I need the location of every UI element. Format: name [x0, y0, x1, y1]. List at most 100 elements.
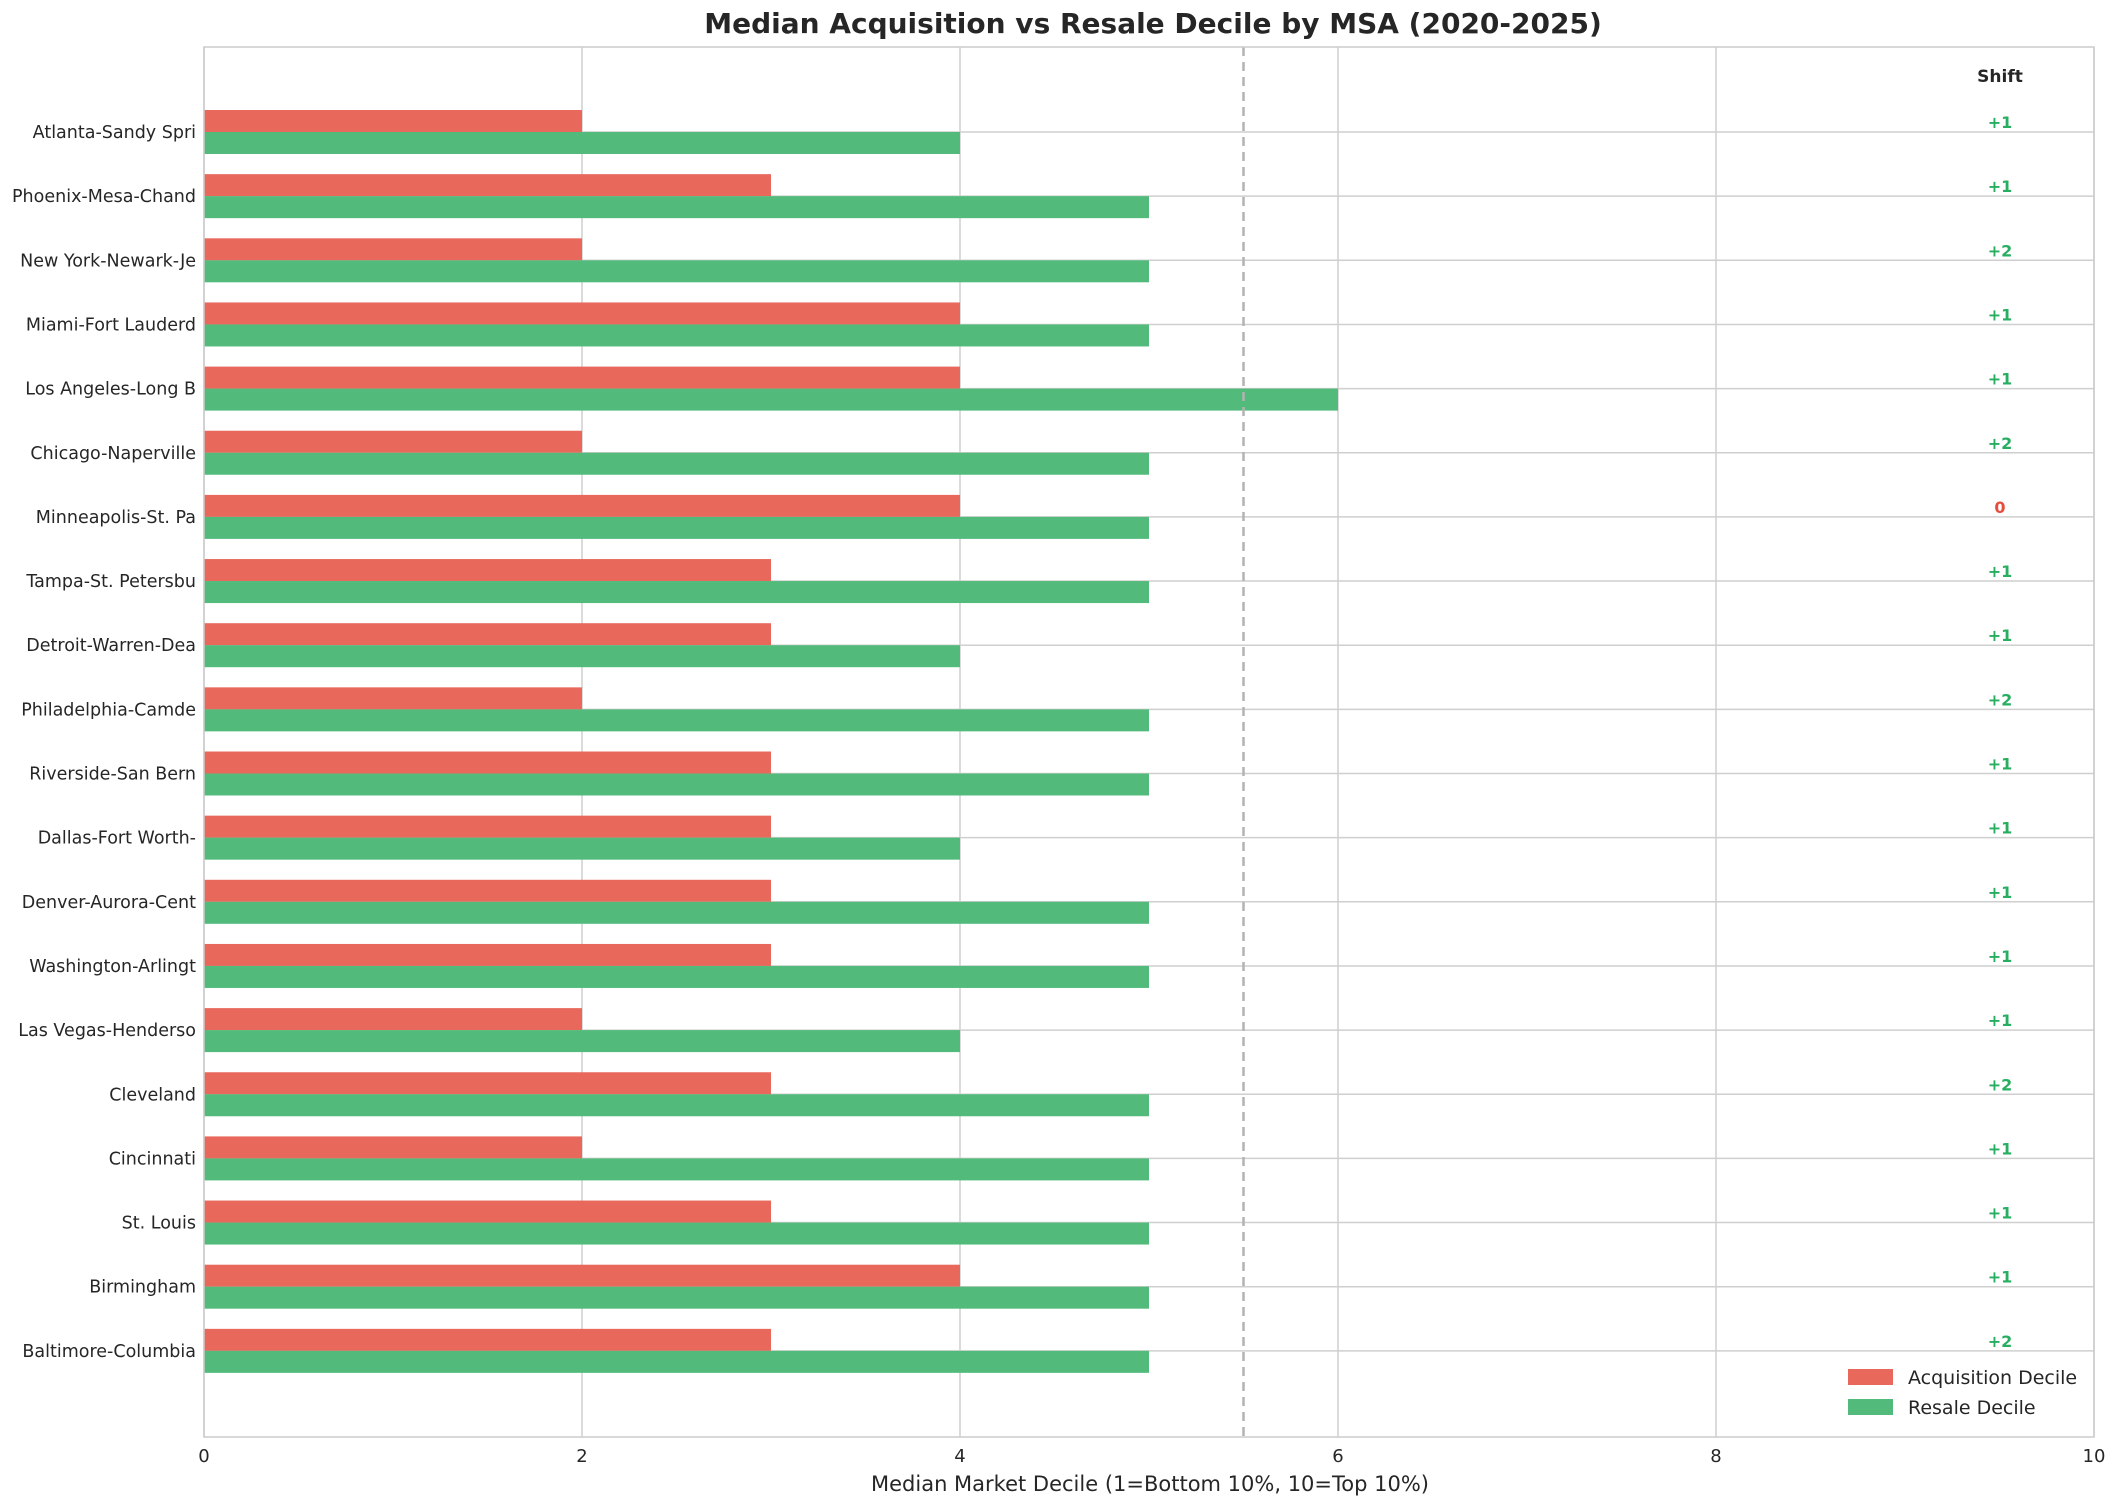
- bar-resale: [204, 837, 960, 860]
- shift-column-header: Shift: [1977, 67, 2023, 87]
- legend-swatch-acquisition: [1848, 1369, 1893, 1385]
- bar-acquisition: [204, 238, 582, 261]
- bar-resale: [204, 965, 1149, 988]
- x-tick-label: 4: [954, 1446, 965, 1467]
- bar-acquisition: [204, 1072, 771, 1095]
- bars: [204, 110, 1338, 1373]
- category-label: Denver-Aurora-Cent: [22, 893, 196, 913]
- shift-label: +1: [1988, 370, 2013, 389]
- bar-resale: [204, 1350, 1149, 1373]
- shift-label: +2: [1988, 434, 2013, 453]
- category-label: Miami-Fort Lauderd: [26, 315, 196, 335]
- x-tick-label: 8: [1710, 1446, 1721, 1467]
- bar-resale: [204, 645, 960, 668]
- bar-acquisition: [204, 815, 771, 838]
- shift-label: +2: [1988, 1075, 2013, 1094]
- shift-label: +2: [1988, 241, 2013, 260]
- category-label: Phoenix-Mesa-Chand: [12, 187, 196, 207]
- x-tick-label: 10: [2083, 1446, 2106, 1467]
- bar-acquisition: [204, 751, 771, 774]
- category-label: Minneapolis-St. Pa: [36, 508, 196, 528]
- category-label: Baltimore-Columbia: [22, 1342, 196, 1362]
- bar-resale: [204, 901, 1149, 924]
- bar-resale: [204, 773, 1149, 796]
- plot-frame: [203, 46, 2095, 1438]
- bar-acquisition: [204, 623, 771, 646]
- category-label: Cincinnati: [109, 1149, 196, 1169]
- shift-label: +1: [1988, 177, 2013, 196]
- bar-acquisition: [204, 559, 771, 582]
- bar-acquisition: [204, 366, 960, 389]
- chart-title: Median Acquisition vs Resale Decile by M…: [704, 7, 1602, 40]
- category-label: Las Vegas-Henderso: [18, 1021, 196, 1041]
- category-labels: Atlanta-Sandy Spri Phoenix-Mesa-Chand New …: [12, 123, 196, 1362]
- shift-label: +1: [1988, 562, 2013, 581]
- bar-acquisition: [204, 110, 582, 132]
- bar-acquisition: [204, 1136, 582, 1159]
- category-label: Tampa-St. Petersbu: [25, 572, 196, 592]
- category-label: Birmingham: [89, 1278, 196, 1298]
- shift-label: +1: [1988, 819, 2013, 838]
- bar-acquisition: [204, 494, 960, 517]
- bar-resale: [204, 132, 960, 154]
- bar-acquisition: [204, 174, 771, 197]
- bar-acquisition: [204, 1328, 771, 1351]
- bar-acquisition: [204, 687, 582, 710]
- category-label: St. Louis: [122, 1214, 196, 1234]
- shift-label: +1: [1988, 1204, 2013, 1223]
- shift-label: +2: [1988, 1332, 2013, 1351]
- bar-resale: [204, 324, 1149, 347]
- category-label: Riverside-San Bern: [29, 765, 196, 785]
- bar-acquisition: [204, 302, 960, 325]
- bar-resale: [204, 1222, 1149, 1245]
- bar-resale: [204, 388, 1338, 411]
- legend-label-acquisition: Acquisition Decile: [1908, 1367, 2077, 1389]
- bar-resale: [204, 1158, 1149, 1181]
- bar-acquisition: [204, 1008, 582, 1031]
- bar-resale: [204, 260, 1149, 283]
- shift-label: +2: [1988, 690, 2013, 709]
- category-label: New York-Newark-Je: [20, 251, 196, 271]
- legend-label-resale: Resale Decile: [1908, 1397, 2036, 1419]
- shift-label: +1: [1988, 626, 2013, 645]
- bar-resale: [204, 516, 1149, 539]
- category-label: Dallas-Fort Worth-: [38, 829, 196, 849]
- category-label: Atlanta-Sandy Spri: [33, 123, 196, 143]
- bar-resale: [204, 196, 1149, 219]
- category-label: Washington-Arlingt: [29, 957, 196, 977]
- shift-label: +1: [1988, 1139, 2013, 1158]
- category-label: Los Angeles-Long B: [25, 380, 196, 400]
- bar-acquisition: [204, 879, 771, 902]
- bar-resale: [204, 1094, 1149, 1117]
- bar-acquisition: [204, 1264, 960, 1287]
- shift-label: +1: [1988, 755, 2013, 774]
- bar-resale: [204, 452, 1149, 475]
- shift-label: +1: [1988, 1268, 2013, 1287]
- shift-label: +1: [1988, 947, 2013, 966]
- bar-resale: [204, 709, 1149, 732]
- bar-resale: [204, 1286, 1149, 1309]
- shift-label: +1: [1988, 305, 2013, 324]
- x-tick-labels: 0 2 4 6 8 10: [198, 1446, 2105, 1467]
- bar-acquisition: [204, 430, 582, 453]
- category-label: Cleveland: [109, 1085, 196, 1105]
- bar-resale: [204, 1030, 960, 1053]
- category-label: Philadelphia-Camde: [21, 700, 196, 720]
- bar-acquisition: [204, 1200, 771, 1223]
- x-tick-label: 2: [576, 1446, 587, 1467]
- x-tick-label: 0: [198, 1446, 209, 1467]
- x-axis-label: Median Market Decile (1=Bottom 10%, 10=T…: [871, 1472, 1429, 1496]
- shift-label: 0: [1994, 498, 2005, 517]
- shift-label: +1: [1988, 1011, 2013, 1030]
- shift-labels: +1 +1 +2 +1 +1 +2 0 +1 +1 +2 +1 +1 +1 +1 +1 +2 +1 +1 +1 +2: [1988, 113, 2013, 1351]
- bar-resale: [204, 581, 1149, 604]
- legend: Acquisition Decile Resale Decile: [1848, 1367, 2077, 1419]
- shift-label: +1: [1988, 113, 2013, 132]
- category-label: Detroit-Warren-Dea: [26, 636, 196, 656]
- legend-swatch-resale: [1848, 1399, 1893, 1415]
- x-tick-label: 6: [1332, 1446, 1343, 1467]
- bar-acquisition: [204, 943, 771, 966]
- category-label: Chicago-Naperville: [30, 444, 196, 464]
